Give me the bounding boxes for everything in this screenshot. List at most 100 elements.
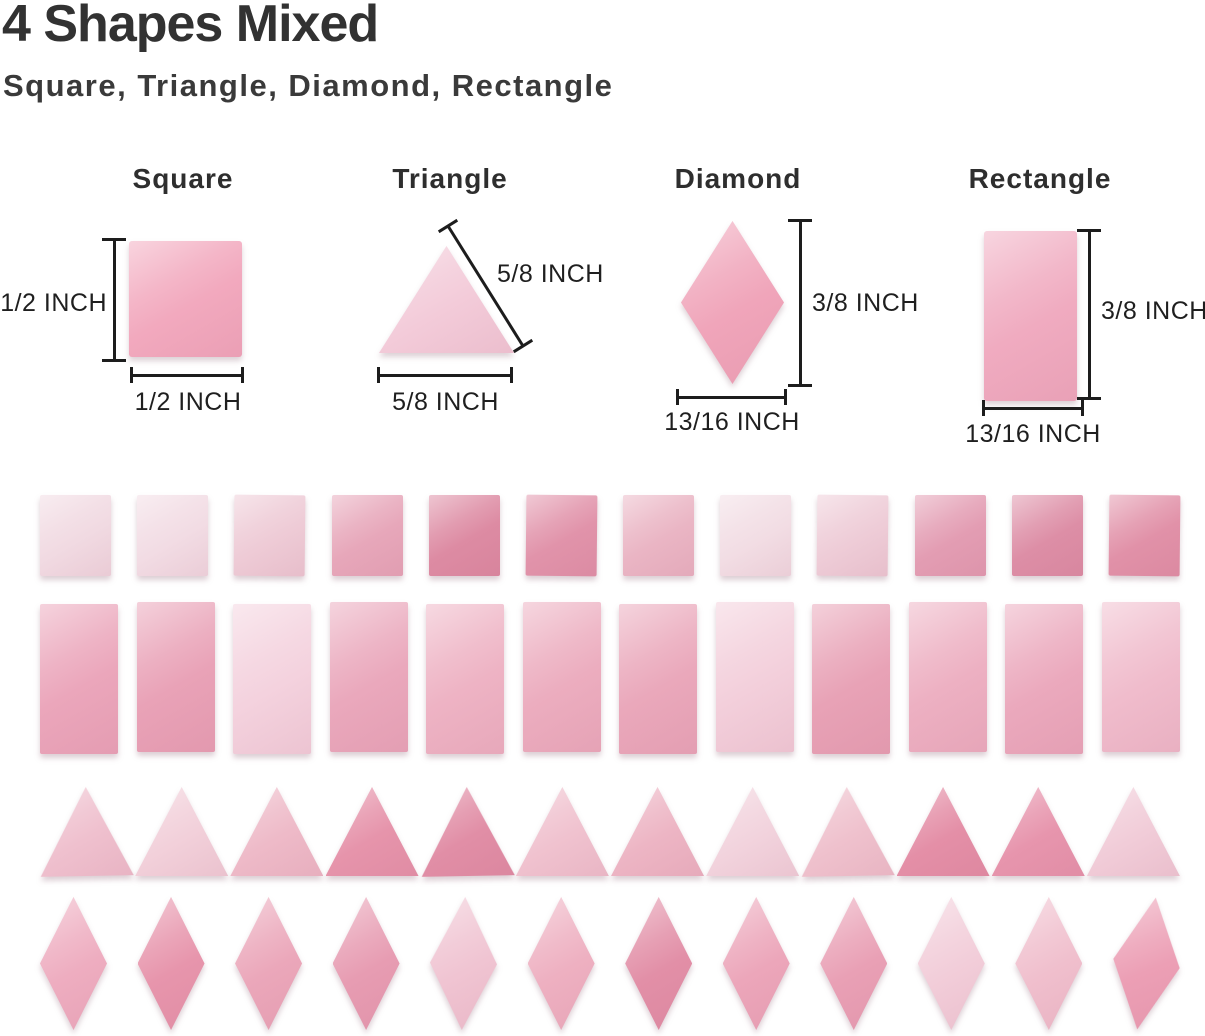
square-tile (720, 495, 792, 576)
dimension-line-vertical (113, 240, 116, 360)
rectangle-tile (329, 602, 408, 752)
dimension-label-side: 5/8 INCH (497, 260, 604, 288)
square-sample-face (129, 241, 242, 357)
shape-name-rectangle: Rectangle (968, 163, 1112, 194)
diamond-sample-tile (681, 221, 784, 384)
dimension-cap (102, 359, 126, 362)
rectangle-tile (1005, 604, 1084, 754)
diamond-tile-face (917, 897, 985, 1030)
square-tile (1011, 495, 1083, 576)
dimension-line-vertical (799, 221, 802, 386)
dimension-cap (1077, 397, 1101, 400)
diamond-tile (428, 896, 498, 1031)
square-tile (525, 494, 598, 577)
diamond-tile-face (235, 897, 303, 1030)
dimension-cap (510, 367, 513, 383)
square-tile (1108, 494, 1181, 577)
triangle-tile (801, 786, 896, 877)
triangle-tile-face (420, 786, 515, 877)
dimension-line-horizontal (677, 396, 787, 399)
square-tile (331, 495, 403, 576)
dimension-line-horizontal (983, 407, 1084, 410)
square-tile (137, 495, 209, 576)
square-tile (816, 494, 889, 577)
rectangle-tile (522, 602, 601, 752)
square-tile (428, 495, 500, 576)
diamond-tile (137, 897, 205, 1030)
diamond-tile (625, 897, 693, 1030)
rectangle-tile-face (522, 602, 601, 752)
diamond-tile (1104, 893, 1189, 1034)
triangle-tile (39, 786, 134, 877)
square-tile-face (40, 495, 111, 576)
triangle-tile-face (991, 787, 1085, 876)
rectangle-tile-face (715, 602, 794, 752)
triangle-tile (706, 787, 800, 876)
triangle-tile-face (611, 787, 705, 876)
diamond-tile-face (40, 897, 107, 1030)
diamond-tile-face (527, 897, 595, 1030)
rectangle-tile (136, 602, 215, 752)
dimension-cap (241, 367, 244, 383)
rectangle-tile-face (233, 604, 312, 754)
rectangle-tile (233, 604, 312, 754)
diamond-tile-face (332, 897, 400, 1030)
dimension-label-side: 3/8 INCH (812, 289, 919, 317)
dimension-label-side: 3/8 INCH (1101, 297, 1205, 325)
square-tile-face (233, 494, 306, 577)
dimension-cap (784, 389, 787, 405)
diamond-tile (1015, 897, 1083, 1030)
tile-row-triangles (40, 787, 1180, 876)
square-tile-face (816, 494, 889, 577)
shape-name-triangle: Triangle (392, 163, 508, 194)
dimension-label-bottom: 1/2 INCH (134, 388, 242, 416)
square-tile (623, 495, 695, 576)
square-tile-face (428, 495, 500, 576)
rectangle-tile (1101, 602, 1180, 752)
square-tile-face (1011, 495, 1083, 576)
rectangle-tile (40, 604, 118, 754)
rectangle-tile (908, 602, 987, 752)
triangle-tile-face (896, 787, 990, 876)
rectangle-sample-face (984, 231, 1077, 401)
triangle-tile-face (39, 786, 134, 877)
triangle-tile-face (706, 787, 800, 876)
triangle-tile (230, 787, 324, 876)
triangle-tile (991, 787, 1085, 876)
square-tile (914, 495, 986, 576)
rectangle-tile-face (426, 604, 505, 754)
square-tile-face (137, 495, 209, 576)
rectangle-tile (619, 604, 698, 754)
dimension-cap (130, 367, 133, 383)
dimension-cap (788, 384, 812, 387)
square-sample-tile (129, 241, 242, 357)
dimension-line-diagonal (437, 218, 534, 354)
triangle-tile-face (1086, 787, 1180, 876)
diamond-tile-face (428, 896, 498, 1031)
diamond-tile (917, 897, 985, 1030)
square-tile-face (720, 495, 792, 576)
rectangle-tile-face (812, 604, 891, 754)
triangle-tile-face (325, 787, 419, 876)
triangle-tile (515, 787, 609, 876)
diamond-sample-face (681, 221, 784, 384)
diamond-tile-face (1015, 897, 1083, 1030)
diamond-tile (40, 897, 107, 1030)
triangle-tile-face (135, 787, 229, 876)
diamond-tile-face (722, 897, 790, 1030)
dimension-label-bottom: 13/16 INCH (664, 408, 800, 436)
rectangle-tile-face (329, 602, 408, 752)
triangle-tile (135, 787, 229, 876)
rectangle-tile (426, 604, 505, 754)
diamond-tile-face (625, 897, 693, 1030)
tile-row-diamonds (40, 897, 1180, 1030)
rectangle-tile-face (40, 604, 118, 754)
dimension-cap (788, 219, 812, 222)
page-subtitle: Square, Triangle, Diamond, Rectangle (3, 68, 614, 103)
triangle-tile (1086, 787, 1180, 876)
shape-name-diamond: Diamond (674, 163, 802, 194)
rectangle-sample-tile (984, 231, 1077, 401)
dimension-cap (102, 238, 126, 241)
square-tile (40, 495, 111, 576)
